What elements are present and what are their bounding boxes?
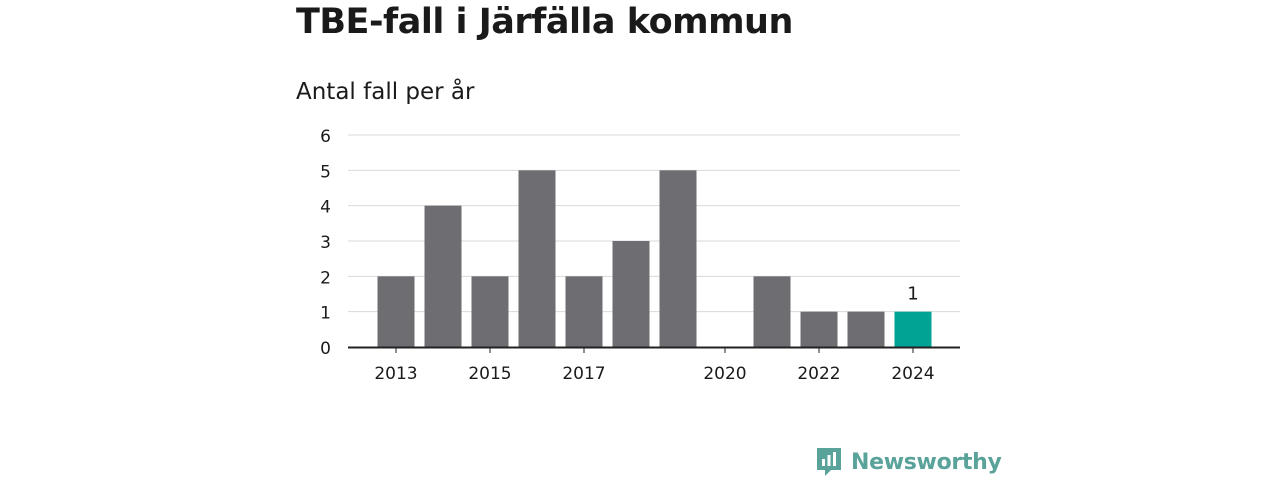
brand-name: Newsworthy bbox=[851, 449, 1002, 475]
bar-2015 bbox=[471, 276, 509, 347]
x-tick-label: 2024 bbox=[891, 364, 934, 384]
bar-2023 bbox=[847, 311, 885, 347]
bar-2024 bbox=[894, 311, 932, 347]
y-tick-label: 3 bbox=[320, 233, 331, 253]
bar-2014 bbox=[424, 205, 462, 347]
x-tick-label: 2017 bbox=[562, 364, 605, 384]
y-tick-label: 6 bbox=[320, 127, 331, 147]
x-tick-label: 2020 bbox=[703, 364, 746, 384]
chart-subtitle: Antal fall per år bbox=[296, 79, 475, 105]
y-tick-label: 4 bbox=[320, 198, 331, 218]
bar-2016 bbox=[518, 170, 556, 347]
y-tick-label: 2 bbox=[320, 268, 331, 288]
y-tick-label: 1 bbox=[320, 304, 331, 324]
newsworthy-logo-icon bbox=[817, 448, 841, 476]
bar-2018 bbox=[612, 241, 650, 347]
x-tick-label: 2022 bbox=[797, 364, 840, 384]
y-tick-label: 0 bbox=[320, 339, 331, 359]
bar-2017 bbox=[565, 276, 603, 347]
bar-2021 bbox=[753, 276, 791, 347]
data-label: 1 bbox=[907, 284, 918, 305]
bar-2022 bbox=[800, 311, 838, 347]
chart-title: TBE-fall i Järfälla kommun bbox=[296, 2, 793, 42]
x-tick-label: 2015 bbox=[468, 364, 511, 384]
x-tick-label: 2013 bbox=[374, 364, 417, 384]
brand-logo[interactable]: Newsworthy bbox=[815, 446, 1002, 478]
y-tick-label: 5 bbox=[320, 162, 331, 182]
bar-2019 bbox=[659, 170, 697, 347]
bar-2013 bbox=[377, 276, 415, 347]
